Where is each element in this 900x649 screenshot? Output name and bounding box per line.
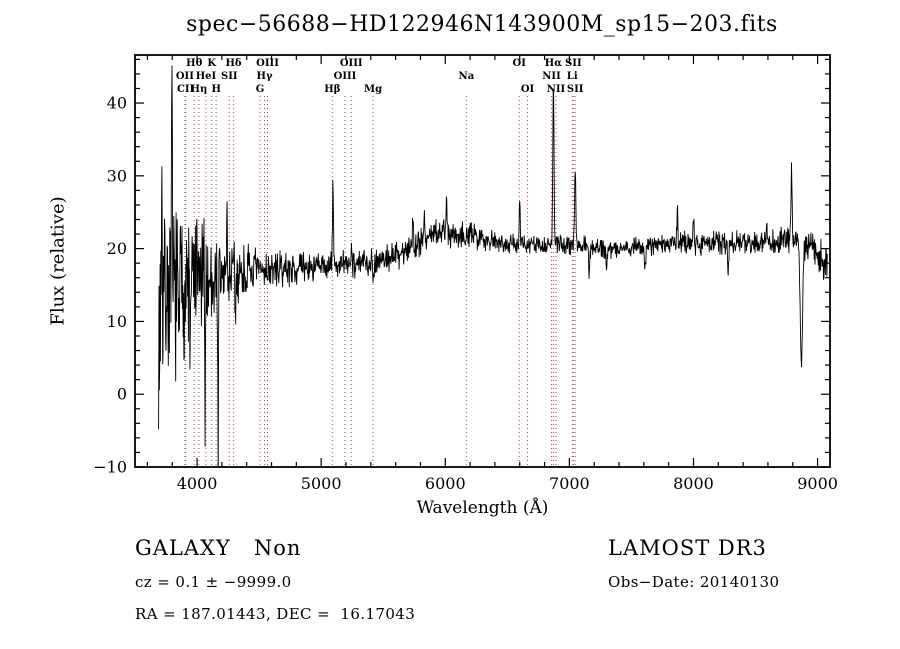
cz-text: cz = 0.1 ± −9999.0 (135, 573, 292, 591)
y-tick-labels: −10 0 10 20 30 40 (93, 94, 127, 477)
radec-text: RA = 187.01443, DEC = 16.17043 (135, 605, 416, 623)
svg-text:OII: OII (176, 71, 194, 82)
svg-text:9000: 9000 (797, 474, 838, 493)
svg-text:5000: 5000 (301, 474, 342, 493)
survey-text: LAMOST DR3 (608, 536, 767, 560)
svg-text:20: 20 (107, 239, 127, 258)
axis-ticks (135, 55, 830, 468)
x-axis-label: Wavelength (Å) (416, 498, 549, 518)
svg-text:Hα: Hα (545, 58, 562, 69)
svg-text:NII: NII (547, 84, 566, 95)
svg-text:Li: Li (567, 71, 578, 82)
svg-text:OI: OI (521, 84, 535, 95)
svg-text:Hη: Hη (191, 84, 208, 95)
svg-text:0: 0 (117, 385, 127, 404)
svg-text:OI: OI (513, 58, 527, 69)
spectrum-trace (158, 65, 828, 466)
svg-text:10: 10 (107, 312, 127, 331)
svg-text:7000: 7000 (549, 474, 590, 493)
svg-text:SII: SII (565, 58, 582, 69)
svg-text:30: 30 (107, 166, 127, 185)
plot-box (134, 54, 831, 468)
svg-text:Hγ: Hγ (257, 71, 273, 82)
svg-text:Na: Na (459, 71, 475, 82)
svg-text:40: 40 (107, 94, 127, 113)
svg-text:SII: SII (221, 71, 238, 82)
y-axis-label: Flux (relative) (47, 196, 69, 326)
svg-text:K: K (207, 58, 216, 69)
obsdate-text: Obs−Date: 20140130 (608, 573, 780, 591)
svg-text:Hδ: Hδ (225, 58, 241, 69)
svg-text:H: H (211, 84, 220, 95)
svg-text:4000: 4000 (177, 474, 218, 493)
line-marker-labels: OIICIIHθHηHeIKHSIIHδGHγOIIIHβOIIIOIIIMgN… (176, 58, 584, 95)
svg-text:G: G (256, 84, 265, 95)
svg-text:OIII: OIII (256, 58, 279, 69)
svg-text:8000: 8000 (673, 474, 714, 493)
svg-text:NII: NII (542, 71, 561, 82)
x-tick-labels: 4000 5000 6000 7000 8000 9000 (177, 474, 838, 493)
svg-text:OIII: OIII (334, 71, 357, 82)
svg-text:−10: −10 (93, 458, 127, 477)
svg-text:Hβ: Hβ (324, 84, 340, 95)
svg-text:HeI: HeI (196, 71, 217, 82)
plot-title: spec−56688−HD122946N143900M_sp15−203.fit… (186, 12, 778, 37)
svg-text:Mg: Mg (364, 84, 382, 95)
svg-text:SII: SII (567, 84, 584, 95)
svg-text:CII: CII (177, 84, 195, 95)
svg-text:OIII: OIII (340, 58, 363, 69)
svg-text:Hθ: Hθ (186, 58, 202, 69)
classification-text: GALAXY Non (135, 536, 302, 560)
svg-text:6000: 6000 (425, 474, 466, 493)
